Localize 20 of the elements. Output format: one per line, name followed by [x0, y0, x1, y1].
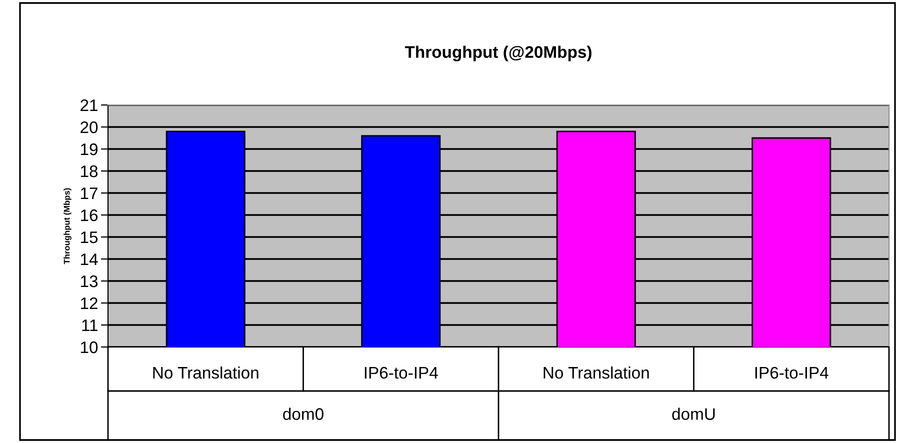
y-tick-label: 15 [81, 232, 98, 244]
y-tick-label: 12 [81, 297, 98, 310]
y-tick-label: 21 [80, 99, 98, 112]
x-tick-label: IP6-to-IP4 [364, 366, 438, 379]
y-tick-label: 19 [81, 143, 98, 156]
y-tick-label: 18 [81, 165, 98, 178]
x-tick-label: IP6-to-IP4 [755, 366, 828, 379]
y-tick-label: 17 [81, 188, 98, 200]
text: domU [672, 408, 715, 420]
y-tick-label: 13 [81, 275, 98, 288]
y-axis-title: Throughput (Mbps) [64, 188, 72, 264]
x-tick-label: No Translation [544, 366, 649, 379]
y-tick-label: 10 [81, 341, 98, 354]
y-tick-label: 20 [80, 121, 98, 134]
y-tick-label: 16 [81, 209, 98, 222]
y-tick-label: 14 [81, 254, 98, 266]
x-tick-label: No Translation [153, 366, 258, 379]
text: dom0 [283, 408, 324, 420]
chart-title: Throughput (@20Mbps) [404, 46, 592, 62]
y-tick-label: 11 [82, 320, 98, 332]
